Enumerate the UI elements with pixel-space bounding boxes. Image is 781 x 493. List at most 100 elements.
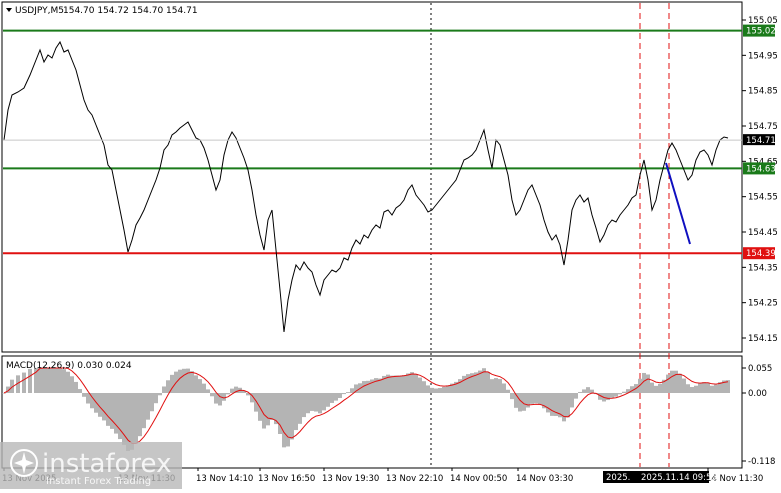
macd-bar (290, 393, 294, 440)
macd-bar (28, 368, 32, 393)
macd-bar (714, 384, 718, 393)
macd-bar (626, 389, 630, 393)
macd-bar (254, 393, 258, 412)
highlight-time-prefix: 2025. (606, 473, 630, 483)
support-resistance-levels: 155.02 154.63 154.39 (3, 24, 776, 260)
macd-bar (650, 382, 654, 393)
macd-bar (406, 373, 410, 393)
macd-bar (266, 393, 270, 426)
macd-bar (186, 368, 190, 393)
macd-bar (66, 371, 70, 393)
macd-bar (402, 375, 406, 393)
macd-bar (454, 381, 458, 393)
macd-bar (362, 381, 366, 393)
macd-bar (654, 385, 658, 393)
macd-bar (534, 393, 538, 404)
price-tick-label: 154.45 (748, 228, 778, 238)
macd-bar (646, 374, 650, 393)
instaforex-logo-icon (10, 449, 38, 477)
price-series-line (3, 40, 729, 333)
macd-bar (70, 376, 74, 393)
macd-bar (706, 382, 710, 393)
macd-axis: 0.055 0.00 -0.118 (742, 364, 775, 467)
macd-bar (370, 379, 374, 393)
macd-bar (6, 386, 10, 393)
macd-bar (374, 378, 378, 393)
macd-bar (514, 393, 518, 408)
macd-bar (78, 389, 82, 393)
macd-bar (482, 368, 486, 393)
ohlc-label: 154.70 154.72 154.70 154.71 (63, 6, 198, 16)
price-tick-label: 154.15 (748, 334, 778, 344)
macd-bar (310, 393, 314, 411)
instaforex-watermark: instaforex Instant Forex Trading (0, 442, 182, 489)
macd-bar (610, 393, 614, 398)
macd-bar (390, 375, 394, 393)
macd-bar (82, 393, 86, 397)
macd-bar (418, 377, 422, 393)
macd-bar (202, 383, 206, 393)
macd-bar (478, 370, 482, 393)
macd-tick-label: 0.00 (748, 389, 767, 399)
macd-bar (694, 385, 698, 393)
level-tag-label: 155.02 (746, 27, 776, 37)
macd-bar (150, 393, 154, 412)
macd-bar (398, 375, 402, 393)
macd-bar (598, 393, 602, 400)
current-price-value: 154.71 (746, 136, 776, 146)
macd-bar (86, 393, 90, 404)
macd-bar (386, 374, 390, 393)
macd-bar (2, 393, 6, 394)
macd-bar (438, 388, 442, 393)
macd-bar (154, 393, 158, 404)
macd-tick-label: 0.055 (748, 364, 772, 374)
level-tag-label: 154.63 (746, 164, 776, 174)
collapse-triangle-icon[interactable] (6, 8, 12, 12)
macd-bar (158, 393, 162, 396)
macd-bar (498, 379, 502, 393)
macd-bar (522, 393, 526, 411)
macd-bar (194, 375, 198, 393)
macd-bar (246, 393, 250, 396)
macd-bar (338, 393, 342, 399)
macd-bar (298, 393, 302, 424)
level-tag-label: 154.39 (746, 249, 776, 259)
macd-bar (590, 389, 594, 393)
macd-bar (450, 383, 454, 393)
macd-bar (242, 390, 246, 393)
macd-bar (538, 393, 542, 405)
macd-bar (542, 393, 546, 409)
macd-bar (578, 391, 582, 393)
macd-bar (142, 393, 146, 429)
macd-bar (506, 389, 510, 393)
trend-arrow-line (665, 162, 691, 245)
price-tick-label: 154.65 (748, 157, 778, 167)
macd-bar (122, 393, 126, 445)
macd-bar (190, 371, 194, 393)
macd-bar (658, 383, 662, 393)
macd-bar (226, 393, 230, 395)
price-tick-label: 155.05 (748, 16, 778, 26)
level-tag (743, 247, 775, 260)
macd-bar (494, 378, 498, 393)
macd-bar (38, 368, 42, 393)
macd-bar (270, 393, 274, 420)
macd-bar (50, 368, 54, 393)
macd-bar (106, 393, 110, 426)
macd-bar (322, 393, 326, 411)
macd-bar (710, 385, 714, 393)
macd-bar (130, 393, 134, 450)
time-tick-label: 13 Nov 22:10 (386, 474, 443, 484)
macd-bar (582, 389, 586, 393)
macd-bar (670, 370, 674, 393)
macd-bar (474, 372, 478, 393)
macd-bar (378, 378, 382, 393)
macd-bar (554, 393, 558, 417)
macd-bar (490, 379, 494, 393)
macd-bar (558, 393, 562, 418)
macd-bar (134, 393, 138, 444)
macd-bar (422, 381, 426, 393)
macd-bar (250, 393, 254, 403)
